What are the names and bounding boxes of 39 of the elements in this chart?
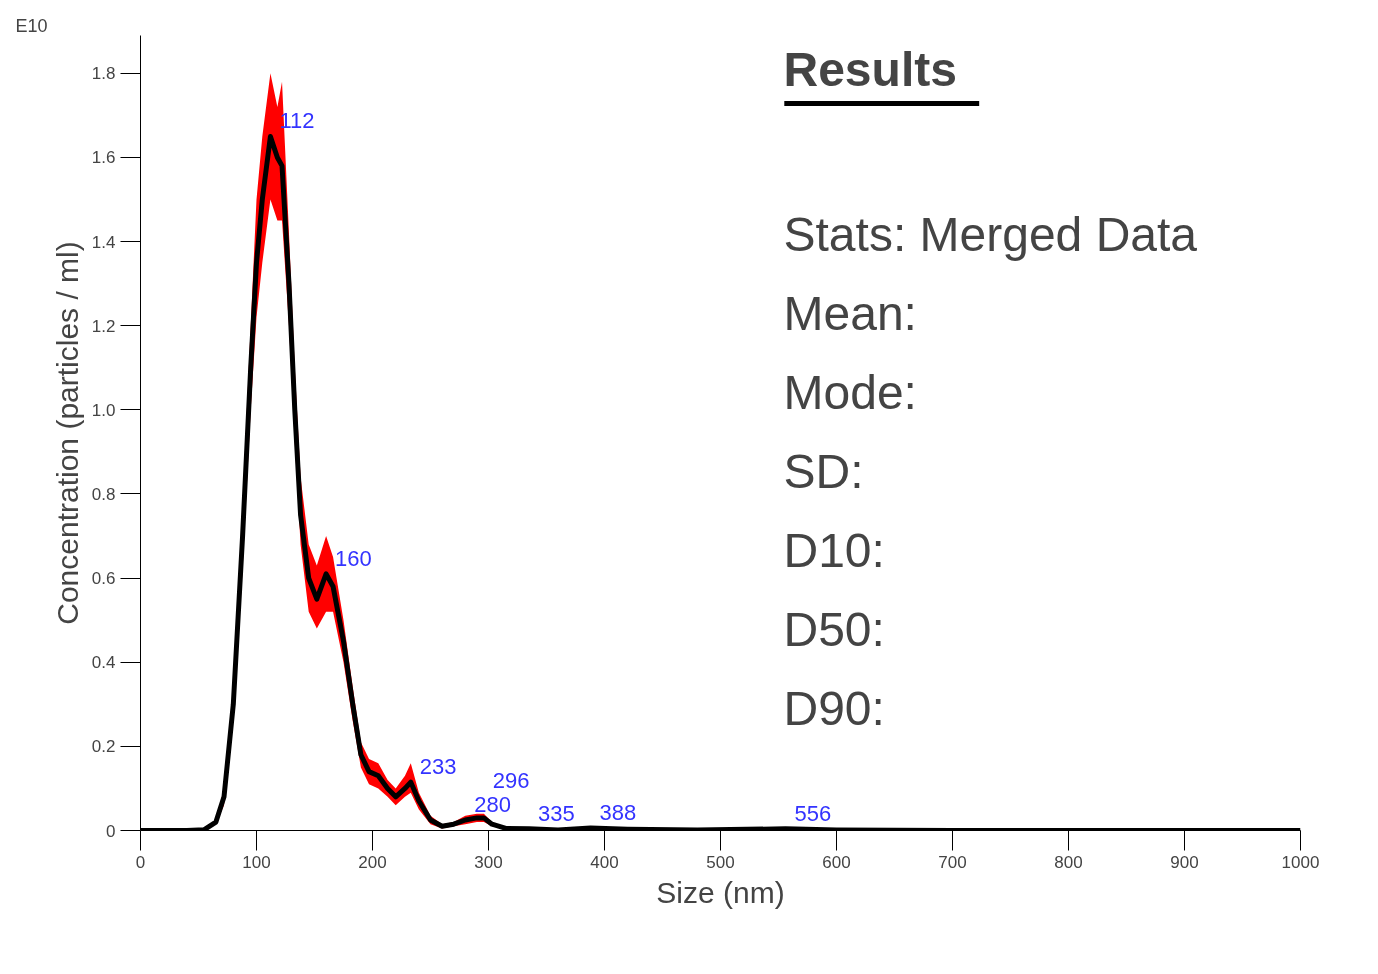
annotation: 388	[599, 799, 637, 825]
x-tick-label: 700	[938, 852, 967, 872]
text: E10	[15, 15, 48, 36]
y-axis-title: Concentration (particles / ml)	[50, 241, 84, 625]
y-tick-label: 1.0	[91, 400, 116, 420]
x-tick-label: 300	[474, 852, 503, 872]
y-tick-label: 0.8	[91, 484, 116, 504]
x-tick-label: 500	[706, 852, 735, 872]
x-axis-title: Size (nm)	[656, 875, 785, 909]
annotation: Mode:	[783, 365, 917, 419]
y-tick-label: 1.6	[91, 148, 116, 168]
x-tick-label: 100	[242, 852, 271, 872]
y-tick-label: 0	[106, 821, 116, 841]
annotation: D90:	[783, 681, 885, 735]
annotation: D50:	[783, 602, 885, 656]
annotation: D10:	[783, 523, 885, 577]
x-tick-label: 600	[822, 852, 851, 872]
y-tick-label: 0.4	[91, 653, 116, 673]
x-tick-label: 900	[1170, 852, 1199, 872]
annotation: 335	[538, 800, 575, 826]
annotation: 233	[419, 754, 457, 780]
x-tick-label: 0	[135, 852, 146, 872]
x-tick-label: 800	[1054, 852, 1083, 872]
x-tick-label: 400	[590, 852, 619, 872]
annotation: Mean:	[783, 286, 917, 340]
y-tick-label: 1.2	[91, 316, 116, 336]
x-tick-label: 200	[358, 852, 387, 872]
annotation: 280	[474, 791, 512, 817]
y-tick-label: 0.6	[91, 569, 116, 589]
y-tick-label: 0.2	[91, 737, 116, 757]
annotation: 556	[794, 800, 832, 826]
annotation: Results	[783, 42, 957, 96]
y-tick-label: 1.8	[91, 64, 116, 84]
annotation: Stats: Merged Data	[783, 207, 1198, 261]
x-tick-label: 1000	[1281, 852, 1320, 872]
annotation: 296	[492, 767, 530, 793]
y-tick-label: 1.4	[91, 232, 116, 252]
annotation: 160	[335, 545, 372, 571]
annotation: SD:	[783, 444, 864, 498]
